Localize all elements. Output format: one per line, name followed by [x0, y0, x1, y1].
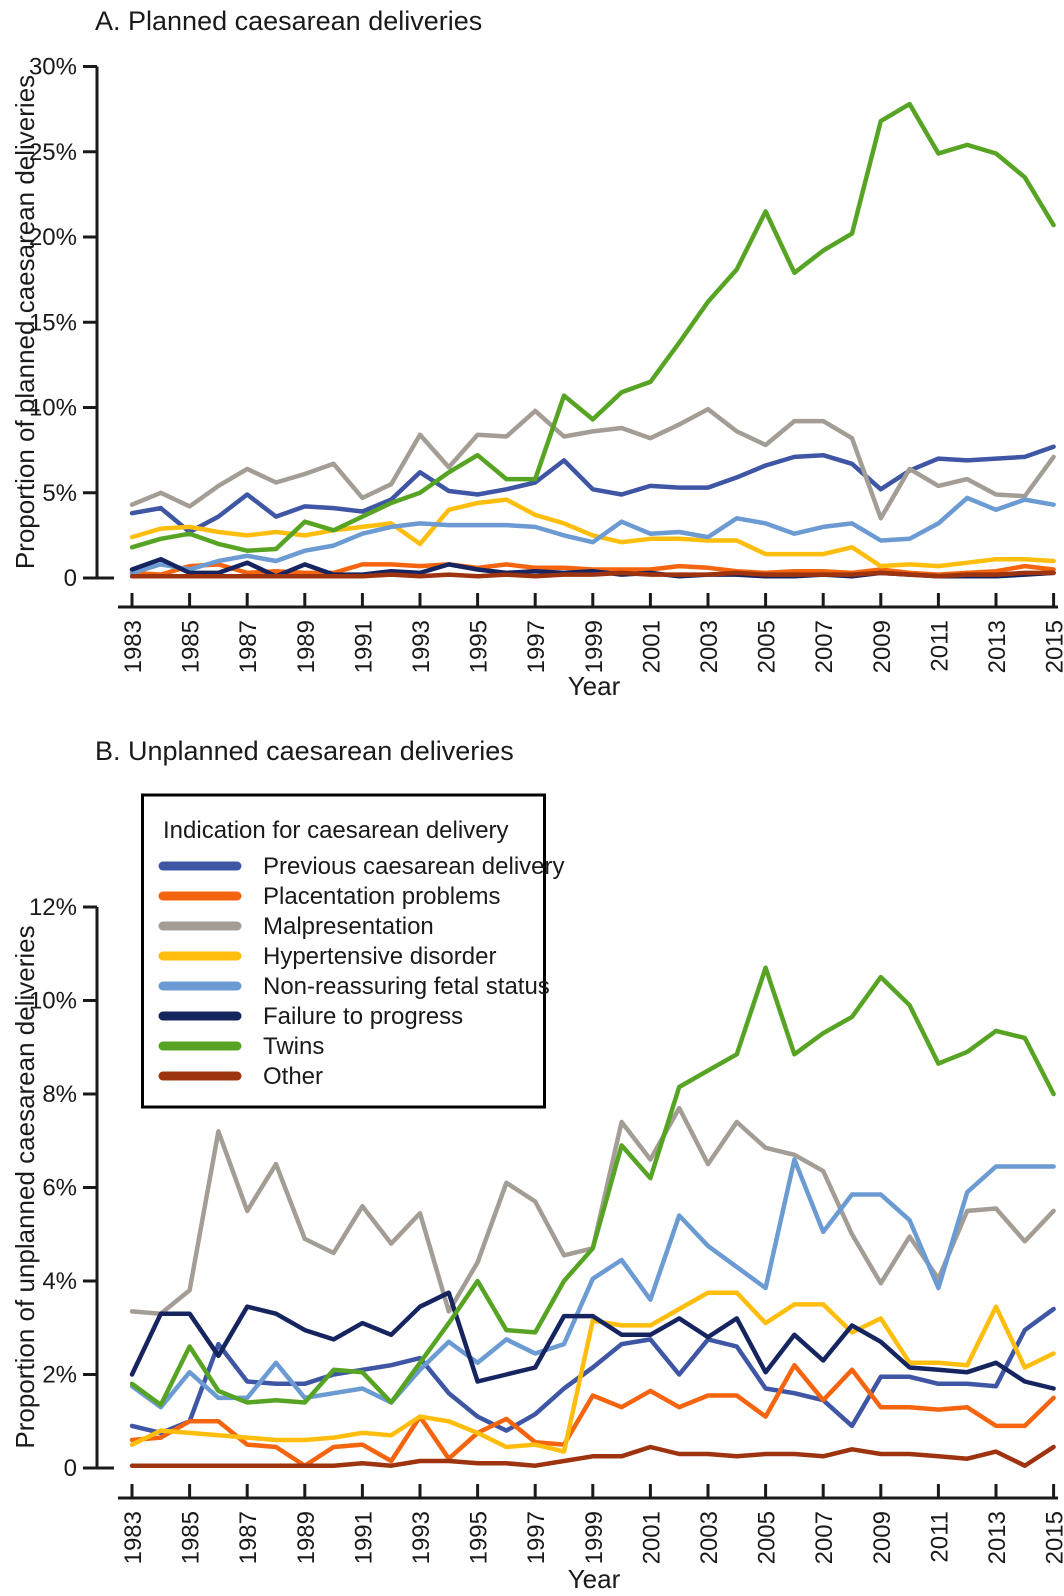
x-tick-label: 1993: [408, 620, 435, 673]
x-tick-label: 2001: [638, 620, 665, 673]
legend-item-label: Placentation problems: [263, 883, 500, 910]
y-tick-label: 12%: [29, 894, 77, 921]
series-line-hypertensive-disorder: [129, 1290, 1056, 1454]
y-tick-label: 20%: [29, 224, 77, 251]
x-tick-label: 2005: [754, 620, 781, 673]
x-tick-label: 2011: [926, 1511, 953, 1563]
y-tick-label: 0: [64, 565, 77, 592]
y-tick-label: 10%: [29, 395, 77, 422]
legend-item-label: Hypertensive disorder: [263, 943, 496, 970]
x-tick-label: 2007: [811, 620, 838, 673]
x-tick-label: 1995: [466, 1511, 493, 1564]
y-tick-label: 0: [64, 1455, 77, 1482]
y-tick-label: 2%: [42, 1362, 77, 1389]
series-line-other: [129, 1444, 1056, 1468]
panel-a-title: A. Planned caesarean deliveries: [95, 6, 482, 36]
x-tick-label: 2013: [984, 620, 1011, 673]
panel-a-series-lines: [129, 101, 1056, 579]
x-tick-label: 1997: [523, 620, 550, 673]
x-tick-label: 2007: [811, 1511, 838, 1564]
y-tick-label: 4%: [42, 1268, 77, 1295]
y-tick-label: 30%: [29, 54, 77, 81]
y-tick-label: 10%: [29, 988, 77, 1015]
panel-a-y-axis-label: Proportion of planned caesarean deliveri…: [10, 75, 40, 569]
legend-item-label: Previous caesarean delivery: [263, 853, 565, 880]
panel-b-series-lines: [129, 965, 1056, 1468]
x-tick-label: 2011: [926, 620, 953, 672]
x-tick-label: 1985: [178, 1511, 205, 1564]
series-line-twins: [129, 101, 1056, 553]
x-tick-label: 1987: [235, 620, 262, 673]
x-tick-label: 2005: [754, 1511, 781, 1564]
x-tick-label: 1985: [178, 620, 205, 673]
x-tick-label: 2009: [869, 620, 896, 673]
legend-item-label: Twins: [263, 1033, 324, 1060]
x-tick-label: 1983: [120, 1511, 147, 1564]
y-tick-label: 5%: [42, 480, 77, 507]
x-tick-label: 2009: [869, 1511, 896, 1564]
panel-a-x-ticks: 1983 1985 1987 1989 1991 1993 1995 1997 1999 2001…: [120, 593, 1064, 673]
panel-b-title: B. Unplanned caesarean deliveries: [95, 736, 514, 766]
x-tick-label: 2013: [984, 1511, 1011, 1564]
x-tick-label: 1991: [350, 620, 377, 673]
x-tick-label: 2003: [696, 1511, 723, 1564]
x-tick-label: 1989: [293, 620, 320, 673]
panel-b-y-axis-line: [95, 907, 114, 1470]
series-line-placentation-problems: [129, 1362, 1056, 1468]
x-tick-label: 1989: [293, 1511, 320, 1564]
panel-a-y-ticks: 0 5% 10% 15% 20% 25% 30%: [29, 54, 97, 592]
panel-a-y-axis-line: [95, 66, 114, 580]
panel-b-x-axis-label: Year: [568, 1564, 621, 1594]
panel-a: A. Planned caesarean deliveries Proporti…: [10, 6, 1064, 701]
series-line-other: [129, 570, 1056, 579]
series-line-previous-caesarean-delivery: [129, 444, 1056, 535]
legend-border: [141, 793, 546, 1109]
legend-item-label: Malpresentation: [263, 913, 434, 940]
legend-item-label: Other: [263, 1063, 323, 1090]
series-line-non-reassuring-fetal-status: [129, 495, 1056, 576]
panel-b-y-ticks: 0 2% 4% 6% 8% 10% 12%: [29, 894, 97, 1482]
legend-box: Indication for caesarean delivery Previo…: [141, 793, 565, 1109]
y-tick-label: 15%: [29, 309, 77, 336]
legend-title: Indication for caesarean delivery: [163, 817, 509, 844]
x-tick-label: 2003: [696, 620, 723, 673]
series-line-non-reassuring-fetal-status: [129, 1157, 1056, 1410]
series-line-hypertensive-disorder: [129, 497, 1056, 569]
panel-b: B. Unplanned caesarean deliveries Propor…: [10, 736, 1064, 1594]
series-line-twins: [129, 965, 1056, 1408]
x-tick-label: 2015: [1042, 1511, 1064, 1564]
x-tick-label: 1983: [120, 620, 147, 673]
x-tick-label: 1987: [235, 1511, 262, 1564]
x-tick-label: 1999: [581, 1511, 608, 1564]
series-line-failure-to-progress: [129, 1290, 1056, 1391]
x-tick-label: 1991: [350, 1511, 377, 1564]
x-tick-label: 1997: [523, 1511, 550, 1564]
y-tick-label: 6%: [42, 1175, 77, 1202]
panel-b-x-ticks: 1983 1985 1987 1989 1991 1993 1995 1997 1999 2001…: [120, 1484, 1064, 1564]
legend-item-label: Non-reassuring fetal status: [263, 973, 550, 1000]
x-tick-label: 1993: [408, 1511, 435, 1564]
x-tick-label: 1995: [466, 620, 493, 673]
legend-item-label: Failure to progress: [263, 1003, 463, 1030]
x-tick-label: 2001: [638, 1511, 665, 1564]
y-tick-label: 25%: [29, 139, 77, 166]
series-line-malpresentation: [129, 406, 1056, 521]
panel-b-y-axis-label: Proportion of unplanned caesarean delive…: [10, 925, 40, 1448]
y-tick-label: 8%: [42, 1081, 77, 1108]
x-tick-label: 2015: [1042, 620, 1064, 673]
legend-items: Previous caesarean delivery Placentation …: [158, 853, 565, 1090]
series-line-previous-caesarean-delivery: [129, 1306, 1056, 1436]
panel-a-x-axis-label: Year: [568, 671, 621, 701]
x-tick-label: 1999: [581, 620, 608, 673]
